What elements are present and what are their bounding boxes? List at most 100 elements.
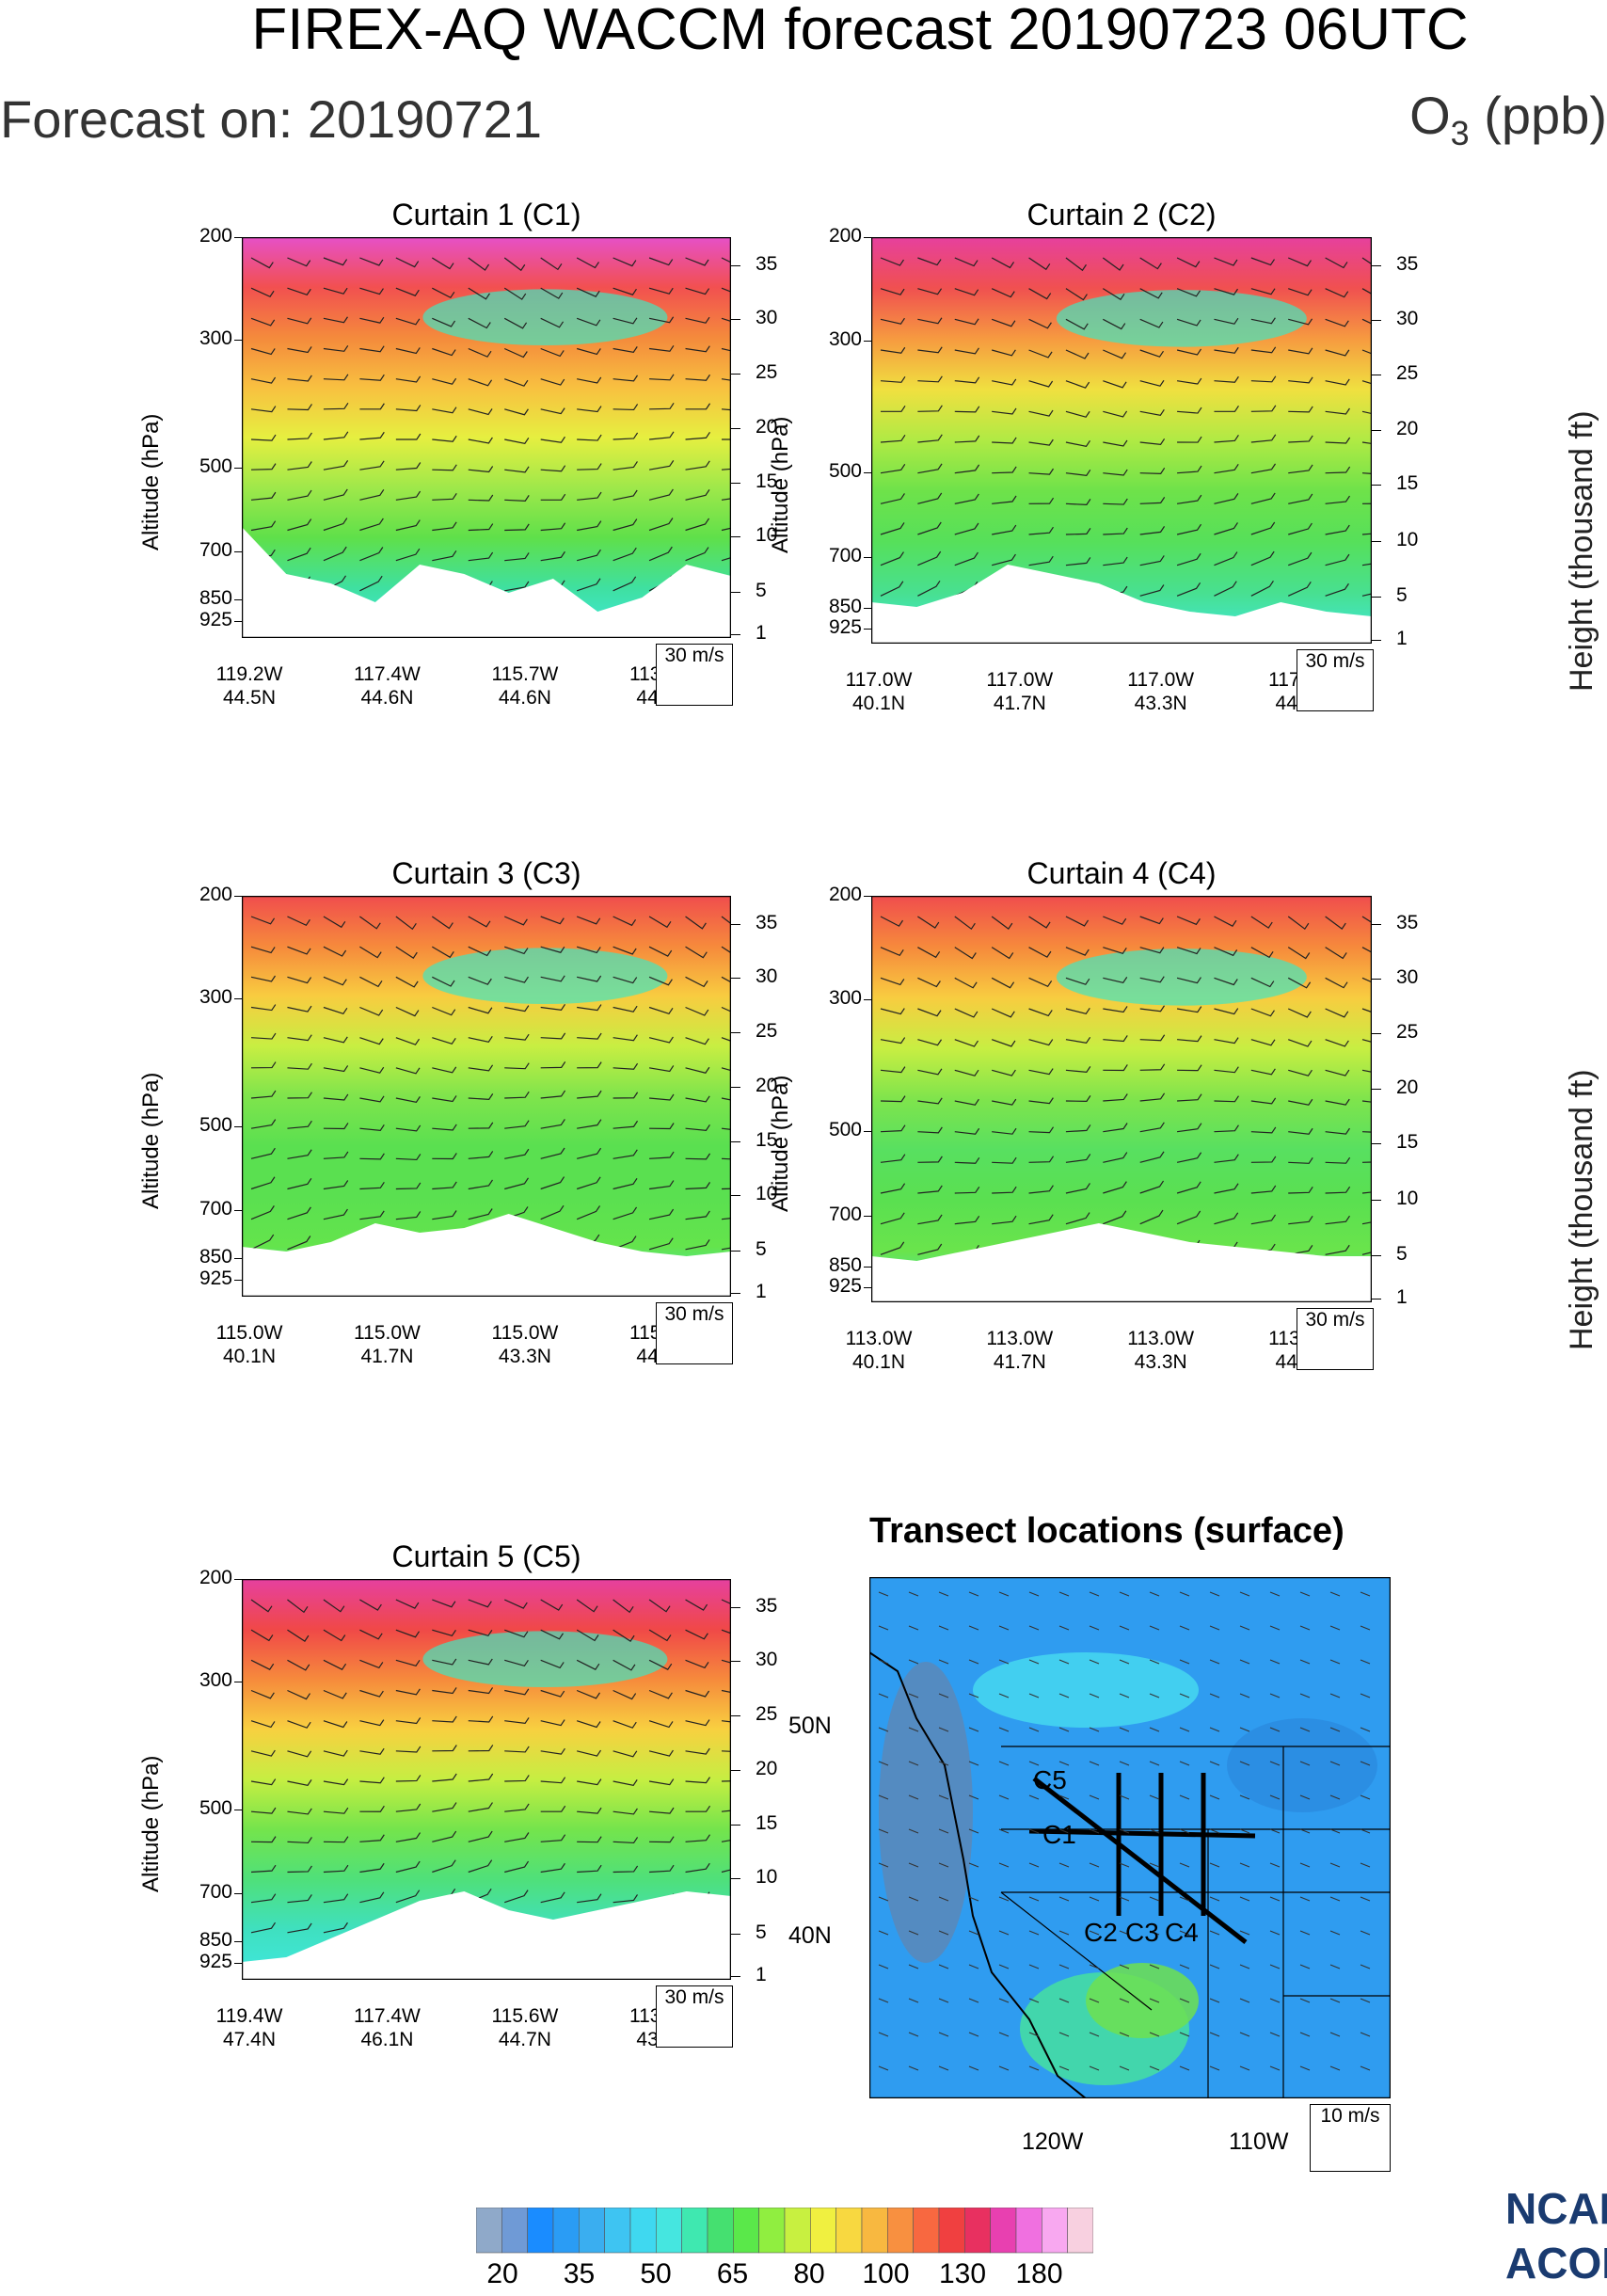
wind-barb [1288, 522, 1313, 535]
wind-barb [576, 1599, 598, 1613]
surface-wind-arrow [1329, 1625, 1341, 1631]
height-tick [731, 924, 740, 925]
surface-wind-arrow [938, 1998, 949, 2003]
longitude-label: 110W [1229, 2129, 1289, 2155]
height-tick-label: 10 [1396, 529, 1419, 550]
wind-barb [1325, 553, 1350, 566]
wind-barb [359, 345, 385, 353]
surface-wind-arrow [1179, 1659, 1190, 1665]
pressure-tick [234, 896, 242, 897]
height-tick-label: 30 [756, 1649, 778, 1670]
wind-barb [287, 317, 312, 325]
wind-barb [468, 1715, 494, 1723]
surface-wind-arrow [908, 1693, 919, 1698]
wind-barb [576, 1205, 601, 1220]
surface-wind-arrow [1089, 2032, 1100, 2037]
pressure-tick [234, 998, 242, 999]
surface-wind-arrow [1058, 1930, 1070, 1936]
wind-barb [1139, 584, 1165, 597]
surface-wind-arrow [1299, 1625, 1311, 1631]
reference-vector-label: 30 m/s [1305, 650, 1365, 672]
wind-barb [648, 946, 673, 957]
surface-wind-arrow [1329, 1998, 1341, 2003]
wind-barb [1139, 1005, 1166, 1012]
height-tick-label: 10 [756, 1183, 778, 1204]
height-tick [731, 978, 740, 979]
wind-barb [1361, 1156, 1372, 1163]
wind-barb [648, 1720, 674, 1729]
surface-wind-arrow [1360, 1727, 1371, 1732]
wind-barb [323, 431, 349, 440]
pressure-tick [234, 237, 242, 238]
wind-barb [991, 947, 1014, 960]
surface-wind-arrow [1239, 1625, 1250, 1631]
pressure-tick-label: 700 [199, 539, 232, 561]
wind-barb [1361, 1126, 1372, 1134]
wind-barb [359, 916, 381, 930]
wind-barb [1214, 346, 1239, 354]
surface-wind-arrow [1149, 1591, 1160, 1597]
wind-barb [1250, 405, 1277, 412]
wind-barb [323, 1151, 349, 1159]
wind-barb [1214, 375, 1239, 383]
wind-barb [992, 1156, 1017, 1164]
wind-barb [1214, 1008, 1239, 1015]
wind-barb [721, 1096, 731, 1104]
wind-barb [991, 977, 1015, 989]
wind-barb [1361, 1068, 1372, 1076]
surface-wind-arrow [908, 1998, 919, 2003]
height-tick [731, 1661, 740, 1662]
wind-barb [540, 946, 565, 953]
wind-barb [323, 1921, 348, 1934]
surface-wind-arrow [1028, 1591, 1040, 1597]
wind-barb [1139, 497, 1166, 504]
wind-barb [432, 1715, 457, 1723]
wind-barb [1139, 1209, 1164, 1225]
colorbar-swatch [527, 2208, 554, 2254]
wind-barb [359, 1629, 383, 1640]
wind-barb [1361, 1039, 1372, 1046]
wind-barb [468, 257, 490, 271]
surface-wind-arrow [1149, 2032, 1160, 2037]
wind-barb [250, 946, 276, 954]
surface-wind-arrow [1209, 1693, 1220, 1698]
plot-frame [242, 896, 731, 1297]
pressure-tick [864, 999, 871, 1000]
wind-barb [287, 1034, 312, 1042]
wind-barb [1103, 556, 1128, 566]
surface-wind-arrow [1119, 1591, 1130, 1597]
wind-barb [504, 1889, 529, 1904]
surface-wind-arrow [1149, 1693, 1160, 1698]
y-axis-title: Altitude (hPa) [768, 416, 793, 553]
surface-wind-arrow [1179, 1896, 1190, 1902]
wind-barb [917, 550, 942, 566]
surface-wind-arrow [1329, 1828, 1341, 1834]
colorbar-swatch [476, 2208, 502, 2254]
wind-barb [1065, 586, 1091, 597]
colorbar-swatch [990, 2208, 1017, 2254]
surface-wind-arrow [1058, 1998, 1070, 2003]
wind-barb [649, 1123, 675, 1130]
surface-wind-arrow [938, 1862, 949, 1868]
wind-barb [395, 1889, 421, 1904]
height-tick [731, 1878, 740, 1879]
surface-wind-arrow [1089, 1727, 1100, 1732]
wind-barb [992, 1215, 1017, 1225]
wind-barb [323, 1689, 347, 1699]
wind-barb [359, 460, 385, 470]
wind-barb [1103, 1123, 1128, 1133]
pressure-tick [864, 629, 871, 630]
wind-barb [1102, 288, 1125, 301]
wind-barb [1288, 1098, 1313, 1106]
wind-barb [1214, 1066, 1239, 1074]
wind-barb [954, 406, 980, 413]
wind-barb [648, 1237, 674, 1251]
surface-wind-arrow [968, 1964, 979, 1969]
wind-barb [323, 546, 347, 562]
surface-wind-arrow [1329, 2065, 1341, 2071]
surface-wind-arrow [1299, 1794, 1311, 1800]
wind-barb [540, 1862, 565, 1873]
surface-wind-arrow [1089, 1761, 1100, 1766]
wind-barb [1287, 947, 1311, 960]
surface-wind-arrow [1179, 1761, 1190, 1766]
